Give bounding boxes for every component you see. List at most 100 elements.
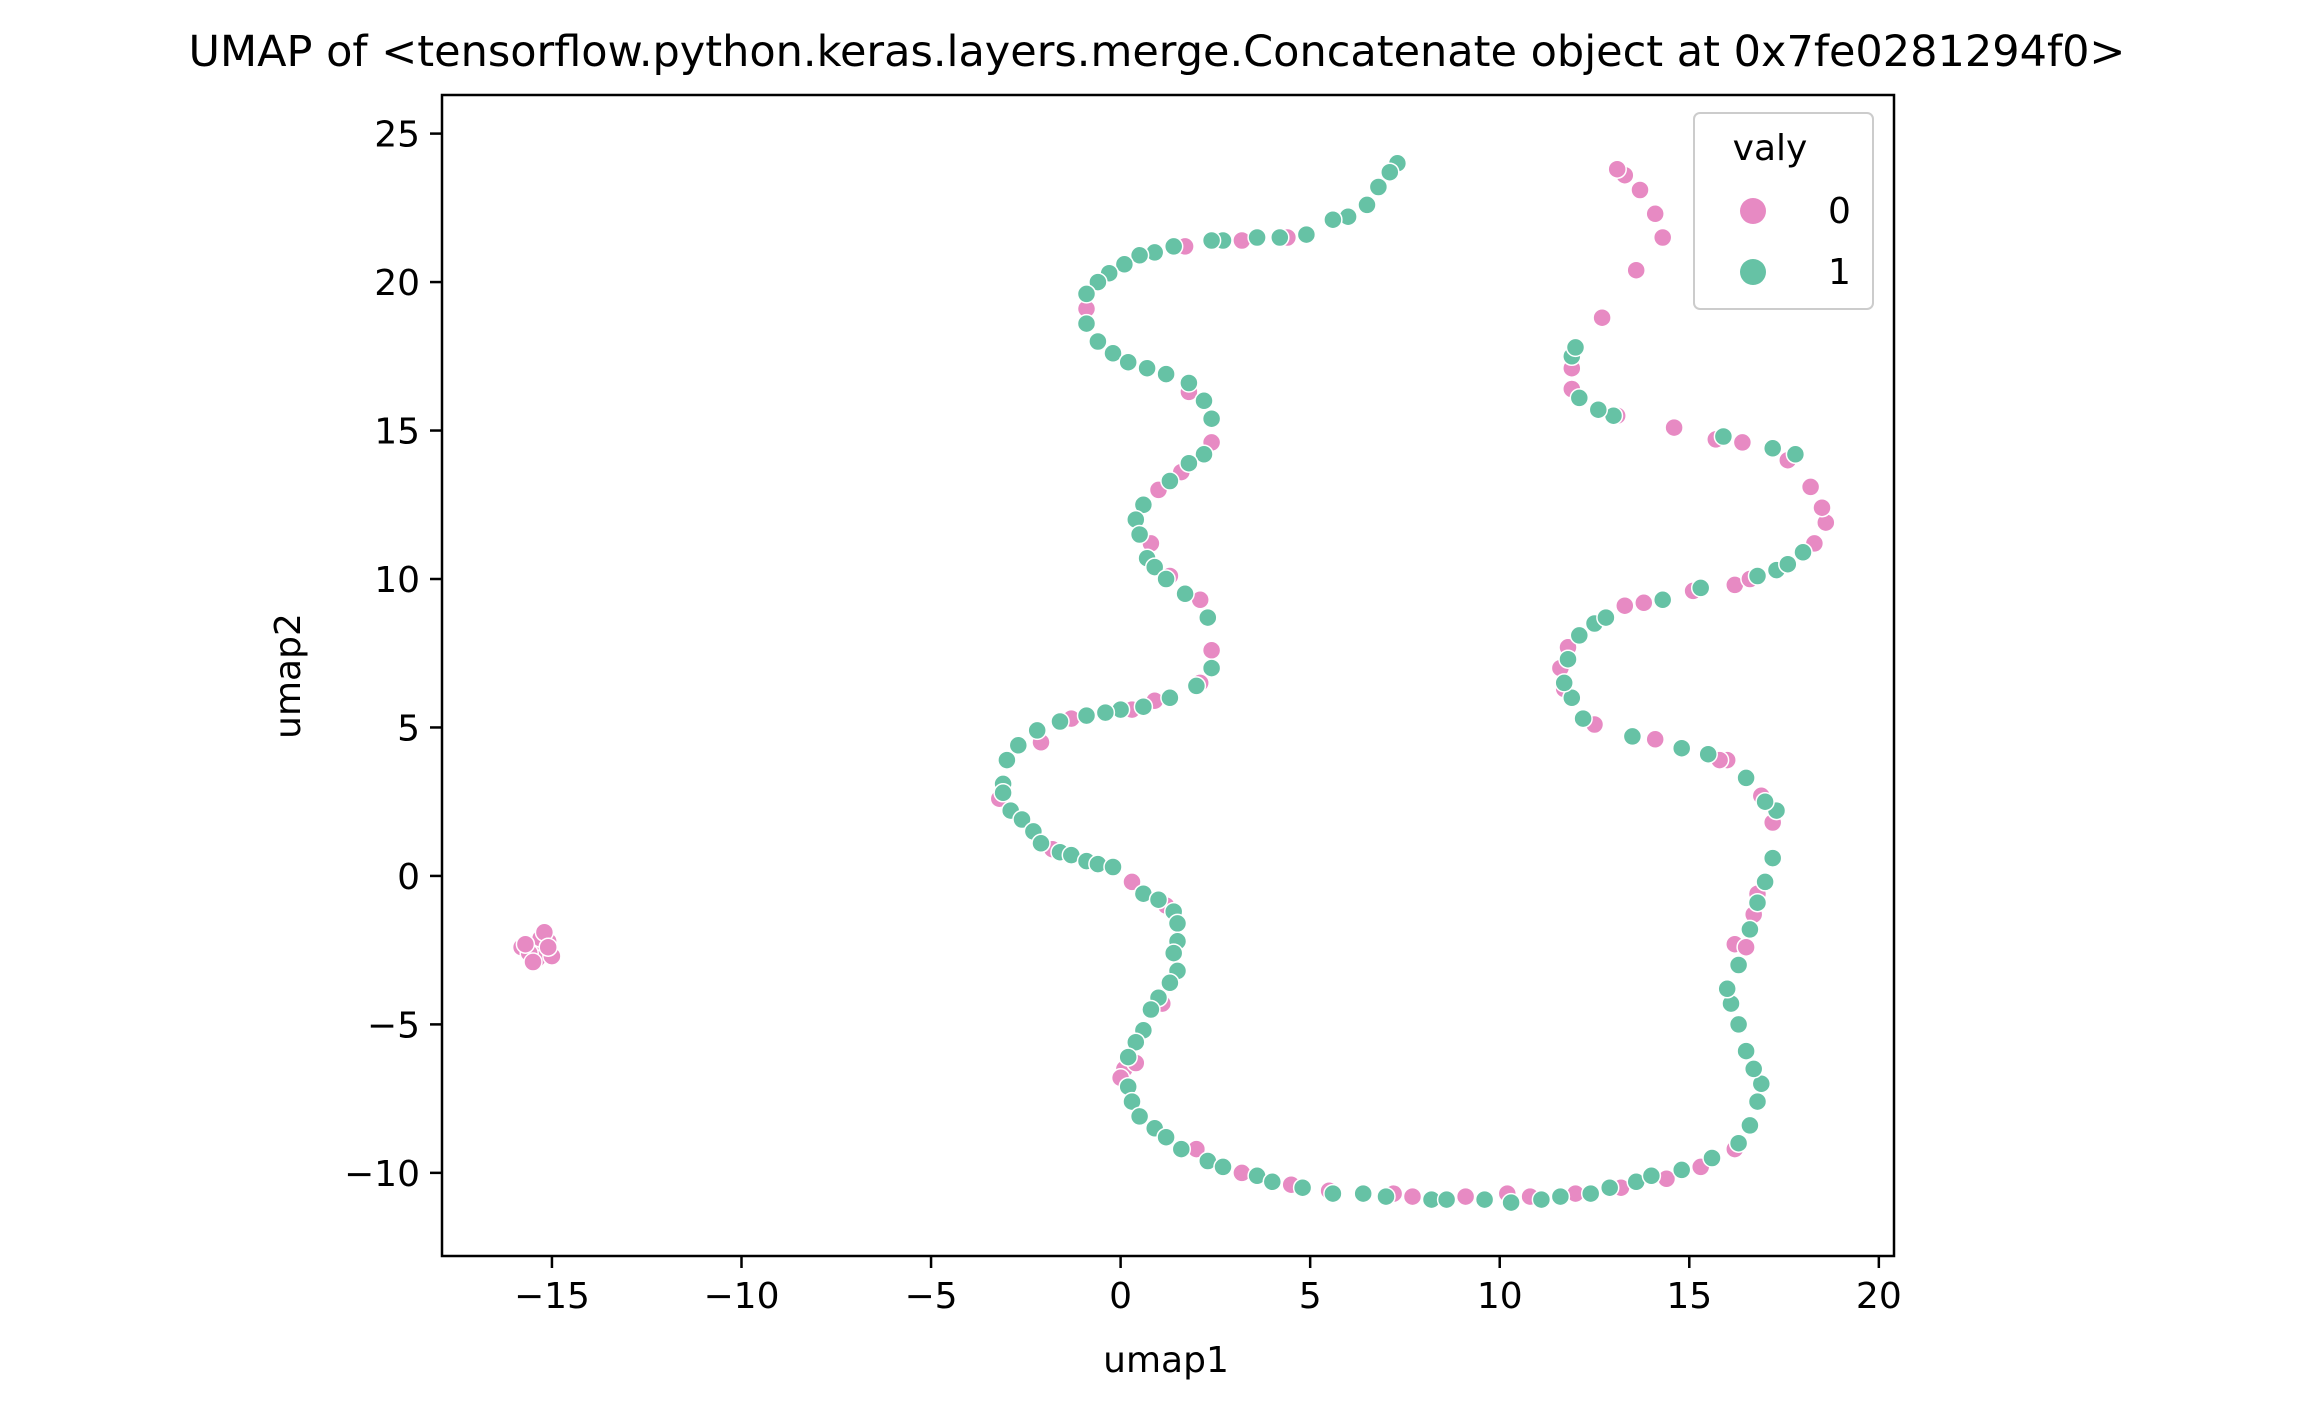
data-point-class-1 [993,783,1013,803]
data-point-class-1 [1622,726,1643,747]
data-point-class-1 [1027,720,1047,741]
data-point-class-1 [1088,272,1108,292]
data-point-class-1 [1755,791,1775,812]
data-point-class-1 [1076,313,1097,334]
legend-box [1693,112,1874,310]
data-point-class-1 [1376,1186,1396,1207]
data-point-class-0 [1664,417,1684,438]
data-point-class-1 [1088,331,1108,352]
data-point-class-1 [1698,744,1718,764]
plot-area-frame [440,93,1896,1258]
data-point-class-1 [1357,195,1377,215]
x-tick-label: −10 [704,1276,780,1317]
data-point-class-1 [1380,162,1400,182]
data-point-class-1 [1031,833,1051,854]
data-point-class-0 [1652,227,1673,248]
data-point-class-1 [1186,676,1207,696]
data-point-class-1 [1103,343,1123,364]
data-point-class-1 [1296,224,1317,245]
data-point-class-0 [538,937,558,957]
data-point-class-1 [1550,1186,1571,1207]
x-tick-label: 5 [1299,1276,1322,1317]
data-point-class-0 [1736,937,1756,957]
data-point-class-1 [1736,1041,1756,1061]
data-point-class-1 [1755,872,1775,892]
data-point-class-1 [1171,1139,1192,1159]
data-point-class-1 [1671,1160,1692,1180]
data-point-class-1 [1194,444,1214,465]
data-point-class-0 [1634,593,1654,613]
data-point-class-1 [1728,955,1749,975]
data-point-class-1 [1179,373,1199,393]
data-point-class-0 [1732,432,1753,453]
data-point-class-1 [1599,1177,1620,1198]
data-point-class-1 [1565,337,1586,358]
legend-marker-0 [1740,198,1766,224]
data-point-class-1 [1501,1192,1521,1213]
data-point-class-1 [1323,209,1343,230]
data-point-class-1 [1175,584,1195,604]
x-tick-label: −5 [905,1276,958,1317]
data-point-class-1 [1160,973,1180,993]
data-point-class-1 [1095,702,1116,723]
y-tick-label: 20 [374,263,420,304]
legend-label-0: 0 [1828,191,1851,232]
data-point-class-0 [1800,477,1821,497]
data-point-class-1 [1247,227,1267,248]
data-point-class-0 [1607,159,1627,179]
data-point-class-0 [1122,872,1142,892]
data-point-class-1 [1580,1183,1601,1204]
data-point-class-1 [1160,688,1180,708]
data-point-class-1 [1076,284,1097,304]
data-point-class-1 [1163,236,1184,257]
data-point-class-1 [1129,245,1150,266]
y-tick-label: 15 [374,412,420,453]
data-point-class-1 [1702,1148,1722,1168]
data-point-class-1 [1474,1189,1495,1210]
data-point-class-1 [1012,809,1032,830]
data-point-class-1 [1762,438,1783,459]
data-point-class-1 [1270,227,1290,248]
data-point-class-0 [523,952,543,972]
x-tick-label: 15 [1666,1276,1712,1317]
data-point-class-1 [1148,889,1169,910]
data-point-class-1 [1163,943,1184,963]
x-axis-ticks: −15 −10 −5 0 5 10 15 20 [514,1256,1902,1317]
legend-marker-1 [1740,259,1766,285]
data-point-class-1 [1213,1157,1233,1177]
data-point-class-1 [1133,696,1154,717]
data-point-class-1 [1728,1133,1749,1153]
data-point-class-1 [1747,566,1768,586]
data-point-class-1 [1008,735,1029,756]
y-axis-ticks: −10 −5 0 5 10 15 20 25 [344,115,442,1195]
y-tick-label: 5 [397,708,420,749]
data-point-class-1 [1762,848,1783,868]
data-point-class-1 [1137,358,1157,378]
scatter-points [511,153,1836,1213]
data-point-class-1 [1201,408,1222,429]
data-point-class-1 [1641,1166,1662,1186]
data-point-class-1 [1262,1172,1283,1192]
data-point-class-1 [1728,1014,1749,1035]
data-point-class-1 [1368,177,1389,197]
legend-title: valy [1733,128,1808,169]
data-point-class-1 [1179,453,1199,473]
data-point-class-0 [1630,180,1650,200]
data-point-class-0 [1645,729,1665,750]
data-point-class-1 [1118,1047,1138,1067]
data-point-class-1 [1436,1189,1457,1210]
data-point-class-1 [1717,979,1737,999]
data-point-class-1 [1114,254,1135,275]
data-point-class-1 [1076,705,1097,726]
x-tick-label: 20 [1856,1276,1902,1317]
data-point-class-1 [1167,913,1188,934]
data-point-class-1 [1194,391,1214,411]
y-tick-label: 0 [397,857,420,898]
data-point-class-1 [1118,352,1138,372]
data-point-class-1 [1743,1059,1764,1079]
x-tick-label: 10 [1477,1276,1523,1317]
data-point-class-1 [1778,554,1798,574]
legend: valy 0 1 [1693,112,1874,310]
y-axis-label: umap2 [268,613,309,739]
